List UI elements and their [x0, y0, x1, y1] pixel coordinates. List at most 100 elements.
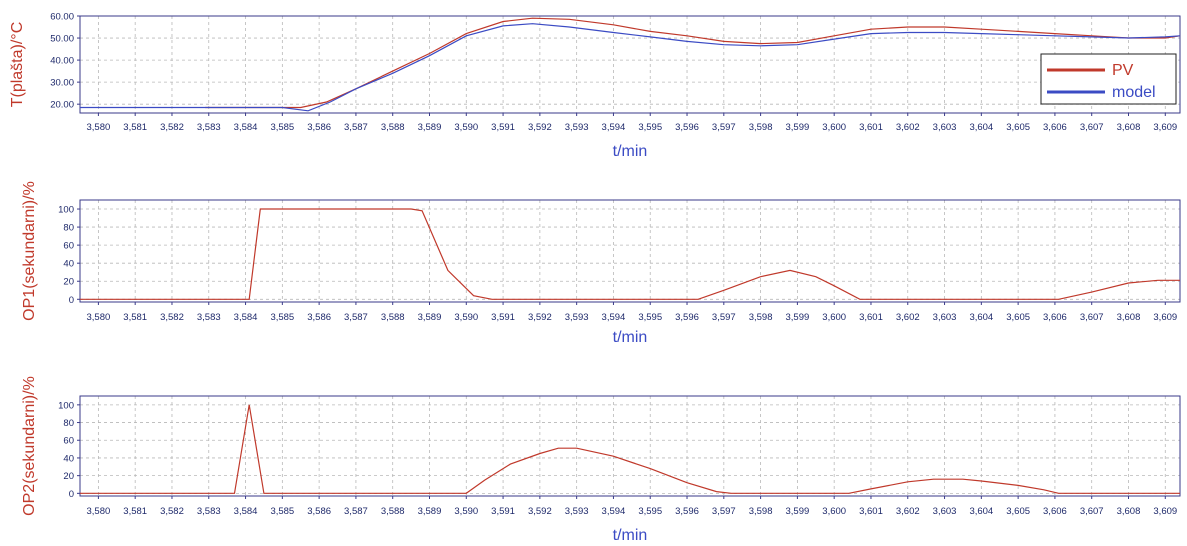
y-tick-label: 40.00	[50, 56, 74, 67]
y-tick-label: 40	[63, 259, 74, 270]
x-axis-label: t/min	[613, 329, 648, 346]
x-tick-label: 3,588	[381, 506, 405, 517]
x-tick-label: 3,584	[234, 312, 258, 323]
x-tick-label: 3,597	[712, 122, 736, 133]
x-tick-label: 3,589	[418, 312, 442, 323]
x-tick-label: 3,591	[491, 122, 515, 133]
x-tick-label: 3,580	[87, 312, 111, 323]
series-line-op1	[80, 208, 1180, 300]
x-tick-label: 3,596	[675, 312, 699, 323]
plot-area	[80, 200, 1180, 302]
x-tick-label: 3,601	[859, 122, 883, 133]
y-tick-label: 20.00	[50, 100, 74, 111]
y-tick-label: 100	[58, 400, 74, 411]
y-tick-label: 20	[63, 277, 74, 288]
x-tick-label: 3,605	[1006, 122, 1030, 133]
chart-panel-1: 3,580 3,581 3,582 3,583 3,584 3,585 3,586 3,587…	[9, 12, 1181, 160]
x-tick-label: 3,585	[270, 312, 294, 323]
x-tick-label: 3,606	[1043, 122, 1067, 133]
plot-frame	[79, 15, 1181, 114]
x-tick-label: 3,604	[969, 312, 993, 323]
x-tick-label: 3,599	[786, 312, 810, 323]
x-tick-label: 3,593	[565, 506, 589, 517]
x-tick-label: 3,593	[565, 312, 589, 323]
x-tick-label: 3,593	[565, 122, 589, 133]
x-tick-label: 3,600	[822, 506, 846, 517]
x-tick-label: 3,595	[638, 122, 662, 133]
x-tick-label: 3,581	[123, 312, 147, 323]
x-tick-label: 3,594	[602, 506, 626, 517]
x-tick-label: 3,590	[454, 506, 478, 517]
y-tick-label: 60	[63, 436, 74, 447]
x-tick-label: 3,592	[528, 506, 552, 517]
x-tick-label: 3,592	[528, 312, 552, 323]
x-tick-label: 3,589	[418, 506, 442, 517]
y-tick-label: 50.00	[50, 34, 74, 45]
x-tick-label: 3,588	[381, 122, 405, 133]
x-tick-label: 3,608	[1117, 312, 1141, 323]
y-tick-label: 80	[63, 418, 74, 429]
x-tick-label: 3,606	[1043, 506, 1067, 517]
y-tick-label: 20	[63, 471, 74, 482]
legend-box	[1040, 53, 1177, 105]
x-tick-label: 3,583	[197, 506, 221, 517]
x-tick-label: 3,582	[160, 312, 184, 323]
x-tick-label: 3,580	[87, 122, 111, 133]
x-tick-label: 3,608	[1117, 506, 1141, 517]
y-tick-label: 60	[63, 241, 74, 252]
x-tick-label: 3,582	[160, 506, 184, 517]
plot-frame	[79, 395, 1181, 497]
x-tick-label: 3,589	[418, 122, 442, 133]
x-tick-label: 3,587	[344, 312, 368, 323]
x-tick-label: 3,598	[749, 312, 773, 323]
y-tick-label: 40	[63, 453, 74, 464]
plot-area	[80, 16, 1180, 113]
x-tick-label: 3,594	[602, 312, 626, 323]
x-tick-label: 3,591	[491, 312, 515, 323]
series-line-op2	[80, 404, 1180, 494]
x-tick-label: 3,583	[197, 312, 221, 323]
x-tick-label: 3,584	[234, 506, 258, 517]
series-line-pv	[205, 17, 1180, 109]
plot-frame	[79, 199, 1181, 303]
x-tick-label: 3,602	[896, 506, 920, 517]
y-axis-label: OP2(sekundarni)/%	[21, 376, 38, 516]
x-tick-label: 3,596	[675, 122, 699, 133]
x-tick-label: 3,580	[87, 506, 111, 517]
x-tick-label: 3,609	[1153, 506, 1177, 517]
x-axis-label: t/min	[613, 527, 648, 544]
y-axis-label: T(plašta)/°C	[9, 22, 26, 108]
x-tick-label: 3,605	[1006, 506, 1030, 517]
x-tick-label: 3,607	[1080, 312, 1104, 323]
x-tick-label: 3,583	[197, 122, 221, 133]
x-tick-label: 3,603	[933, 122, 957, 133]
x-tick-label: 3,598	[749, 506, 773, 517]
x-tick-label: 3,587	[344, 122, 368, 133]
x-tick-label: 3,600	[822, 122, 846, 133]
x-tick-label: 3,586	[307, 506, 331, 517]
x-tick-label: 3,606	[1043, 312, 1067, 323]
x-axis-label: t/min	[613, 143, 648, 160]
x-tick-label: 3,595	[638, 506, 662, 517]
x-tick-label: 3,608	[1117, 122, 1141, 133]
plot-area	[80, 396, 1180, 496]
chart-panel-2: 3,580 3,581 3,582 3,583 3,584 3,585 3,586 3,587…	[21, 181, 1181, 346]
x-tick-label: 3,599	[786, 506, 810, 517]
x-tick-label: 3,607	[1080, 506, 1104, 517]
x-tick-label: 3,598	[749, 122, 773, 133]
legend-label-pv: PV	[1112, 62, 1134, 79]
x-tick-label: 3,603	[933, 312, 957, 323]
y-tick-label: 0	[69, 489, 74, 500]
x-tick-label: 3,594	[602, 122, 626, 133]
y-tick-label: 60.00	[50, 12, 74, 23]
x-tick-label: 3,592	[528, 122, 552, 133]
x-tick-label: 3,591	[491, 506, 515, 517]
x-tick-label: 3,584	[234, 122, 258, 133]
y-tick-label: 0	[69, 295, 74, 306]
legend: PV model	[1040, 53, 1177, 105]
x-tick-label: 3,599	[786, 122, 810, 133]
x-tick-label: 3,581	[123, 506, 147, 517]
x-tick-label: 3,603	[933, 506, 957, 517]
x-tick-label: 3,590	[454, 122, 478, 133]
